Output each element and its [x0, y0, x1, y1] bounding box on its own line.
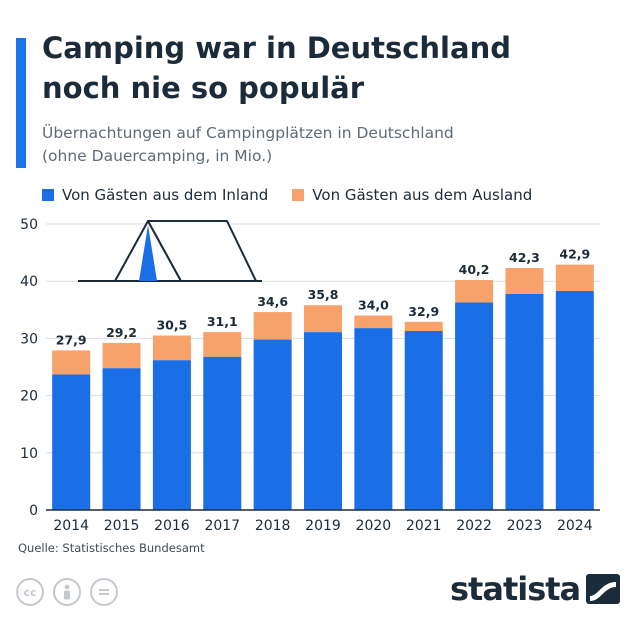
y-tick-label: 20: [20, 389, 38, 405]
brand-wordmark: statista: [450, 570, 581, 608]
x-tick-label-2019: 2019: [305, 518, 341, 534]
x-tick-label-2015: 2015: [104, 518, 140, 534]
bar-ausland-2014: [52, 350, 91, 375]
x-tick-label-2016: 2016: [154, 518, 190, 534]
bar-inland-2019: [304, 332, 342, 510]
bar-ausland-2024: [555, 264, 594, 291]
bar-inland-2023: [505, 293, 544, 510]
value-label-2016: 30,5: [156, 318, 187, 333]
bar-ausland-2022: [455, 280, 494, 303]
bar-inland-2015: [102, 368, 141, 510]
legend-swatch-inland: [42, 189, 54, 201]
y-tick-label: 10: [20, 446, 38, 462]
bar-inland-2020: [354, 328, 393, 510]
statista-logo[interactable]: statista: [450, 570, 621, 608]
chart-legend: Von Gästen aus dem Inland Von Gästen aus…: [42, 186, 556, 204]
x-tick-label-2024: 2024: [557, 518, 593, 534]
creative-commons-icon: cc: [16, 578, 44, 606]
y-tick-label: 30: [20, 331, 38, 347]
legend-label-ausland: Von Gästen aus dem Ausland: [312, 186, 533, 204]
chart-subtitle: Übernachtungen auf Campingplätzen in Deu…: [42, 122, 612, 168]
legend-label-inland: Von Gästen aus dem Inland: [62, 186, 269, 204]
bar-ausland-2017: [203, 332, 242, 357]
y-tick-label: 40: [20, 274, 38, 290]
value-label-2018: 34,6: [257, 294, 288, 309]
x-tick-label-2022: 2022: [456, 518, 492, 534]
bar-inland-2024: [555, 290, 594, 510]
value-label-2023: 42,3: [509, 250, 540, 265]
statista-mark-icon: [586, 574, 621, 604]
x-tick-label-2018: 2018: [255, 518, 291, 534]
value-label-2014: 27,9: [56, 332, 87, 347]
accent-bar: [16, 38, 26, 168]
subtitle-line-1: Übernachtungen auf Campingplätzen in Deu…: [42, 124, 454, 142]
value-label-2021: 32,9: [408, 304, 439, 319]
chart-title: Camping war in Deutschland noch nie so p…: [42, 28, 612, 108]
tent-icon: [78, 220, 262, 282]
y-tick-label: 0: [29, 503, 38, 519]
bar-ausland-2018: [253, 312, 292, 340]
bar-inland-2014: [52, 374, 91, 510]
bar-ausland-2020: [354, 315, 393, 329]
bar-inland-2021: [404, 330, 443, 510]
bar-ausland-2015: [102, 342, 141, 369]
value-label-2020: 34,0: [358, 298, 389, 313]
bar-ausland-2023: [505, 268, 544, 294]
bar-ausland-2019: [304, 305, 342, 333]
subtitle-line-2: (ohne Dauercamping, in Mio.): [42, 147, 273, 165]
y-tick-label: 50: [20, 217, 38, 233]
legend-item-inland: Von Gästen aus dem Inland: [42, 186, 268, 204]
bar-inland-2017: [203, 356, 242, 510]
x-tick-label-2023: 2023: [507, 518, 543, 534]
license-icons: cc: [16, 578, 127, 606]
bars: [52, 264, 594, 510]
bar-inland-2018: [253, 339, 292, 510]
bar-inland-2016: [152, 360, 191, 510]
title-line-1: Camping war in Deutschland: [42, 31, 511, 65]
axes: 0 10 20 30 40 50 2014 2015 2016 2017 2018 2019 2020 2…: [20, 217, 600, 534]
value-label-2019: 35,8: [308, 287, 339, 302]
value-label-2015: 29,2: [106, 325, 137, 340]
no-derivatives-icon: [90, 578, 118, 606]
value-labels: 27,9 29,2 30,5 31,1 34,6 35,8 34,0 32,9 40,2 42,3…: [56, 247, 590, 348]
x-tick-label-2020: 2020: [356, 518, 392, 534]
bar-ausland-2016: [152, 335, 191, 361]
value-label-2017: 31,1: [207, 314, 238, 329]
value-label-2024: 42,9: [559, 247, 590, 262]
legend-item-ausland: Von Gästen aus dem Ausland: [292, 186, 532, 204]
bar-ausland-2021: [404, 321, 443, 331]
attribution-person-icon: [53, 578, 81, 606]
value-label-2022: 40,2: [459, 262, 490, 277]
legend-swatch-ausland: [292, 189, 305, 201]
x-tick-label-2014: 2014: [53, 518, 89, 534]
title-line-2: noch nie so populär: [42, 71, 365, 105]
bar-inland-2022: [455, 302, 494, 510]
x-tick-label-2021: 2021: [406, 518, 442, 534]
source-note: Quelle: Statistisches Bundesamt: [18, 541, 205, 555]
x-tick-label-2017: 2017: [204, 518, 240, 534]
